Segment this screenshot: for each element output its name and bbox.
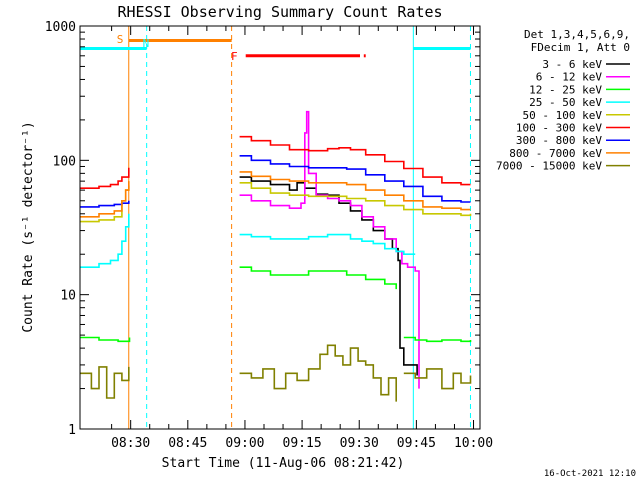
x-tick-label-09:30: 09:30: [340, 436, 379, 451]
chart-title: RHESSI Observing Summary Count Rates: [117, 3, 442, 21]
x-tick-label-08:45: 08:45: [168, 436, 207, 451]
legend-header-line-1: FDecim 1, Att 0: [531, 41, 630, 54]
series-800-7000kev-segment-1: [239, 171, 471, 211]
series-12-25kev-segment-0: [80, 336, 131, 343]
legend-label-7: 800 - 7000 keV: [509, 147, 602, 160]
x-tick-label-08:30: 08:30: [111, 436, 150, 451]
legend-label-0: 3 - 6 keV: [542, 58, 602, 71]
legend-label-1: 6 - 12 keV: [536, 71, 603, 84]
series-100-300kev-segment-0: [80, 167, 130, 189]
series-12-25kev-segment-1: [239, 266, 397, 290]
series-6-12kev-segment-1: [239, 110, 420, 389]
x-axis: 08:30 08:45 09:00 09:15 09:30 09:45 10:00: [111, 26, 493, 451]
plot-content: S N F: [80, 26, 472, 429]
legend-header-line-0: Det 1,3,4,5,6,9,: [524, 28, 630, 41]
timestamp: 16-Oct-2021 12:10: [544, 469, 636, 479]
series-3-6kev-segment-1: [239, 176, 418, 376]
series-300-800kev-segment-0: [80, 200, 130, 208]
plot-frame: [79, 25, 481, 430]
x-axis-label: Start Time (11-Aug-06 08:21:42): [162, 456, 405, 471]
x-tick-label-10:00: 10:00: [454, 436, 493, 451]
series-300-800kev-segment-1: [239, 155, 471, 203]
flag-label-s: S: [117, 33, 124, 46]
x-tick-label-09:00: 09:00: [225, 436, 264, 451]
series-7000-15000kev-segment-0: [80, 366, 130, 399]
y-tick-label-1000: 1000: [45, 20, 76, 35]
flag-label-f: F: [231, 50, 238, 63]
legend-label-5: 100 - 300 keV: [516, 122, 602, 135]
series-25-50kev-segment-1: [239, 233, 416, 255]
y-axis: 1 10 100 1000: [45, 20, 480, 438]
series-7000-15000kev-segment-2: [403, 368, 472, 390]
legend: Det 1,3,4,5,6,9,FDecim 1, Att 0 3 - 6 keV…: [496, 28, 630, 173]
series-25-50kev-segment-0: [80, 213, 130, 268]
x-tick-label-09:45: 09:45: [397, 436, 436, 451]
y-axis-label: Count Rate (s⁻¹ detector⁻¹): [21, 121, 36, 332]
legend-label-4: 50 - 100 keV: [523, 109, 603, 122]
series-50-100kev-segment-1: [239, 182, 472, 217]
y-tick-label-1: 1: [68, 423, 76, 438]
legend-label-8: 7000 - 15000 keV: [496, 160, 602, 173]
flag-label-n: N: [143, 37, 150, 50]
legend-label-6: 300 - 800 keV: [516, 134, 602, 147]
series-100-300kev-segment-1: [239, 135, 471, 186]
series-800-7000kev-segment-0: [80, 181, 130, 218]
legend-label-3: 25 - 50 keV: [529, 96, 602, 109]
series-12-25kev-segment-2: [403, 336, 472, 343]
x-tick-label-09:15: 09:15: [283, 436, 322, 451]
y-tick-label-100: 100: [53, 154, 76, 169]
y-tick-label-10: 10: [60, 289, 76, 304]
series-7000-15000kev-segment-1: [239, 344, 397, 402]
legend-label-2: 12 - 25 keV: [529, 83, 602, 96]
